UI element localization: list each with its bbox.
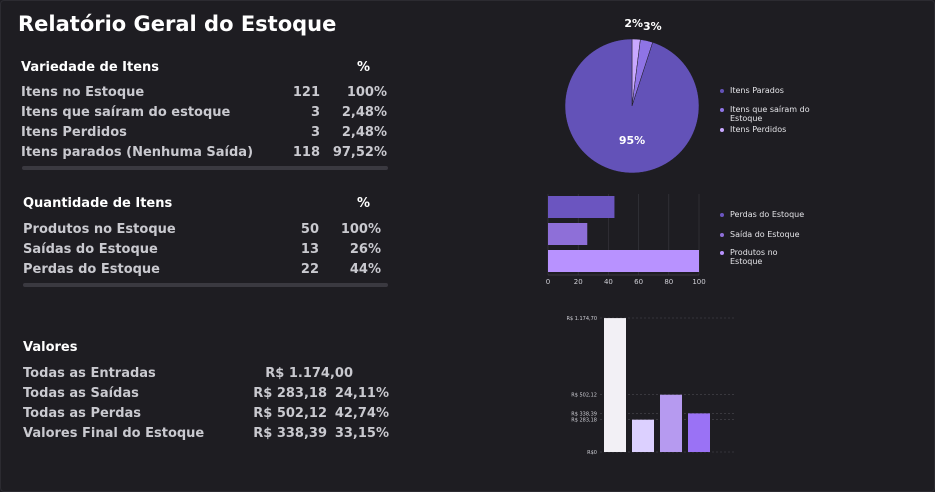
row-label: Produtos no Estoque (23, 222, 176, 237)
row-label: Valores Final do Estoque (23, 426, 205, 441)
row-value: R$ 502,12 (253, 406, 327, 421)
row-pct: 2,48% (341, 125, 387, 140)
row-pct: 24,11% (334, 386, 389, 401)
legend-dot (720, 213, 724, 217)
row-label: Itens Perdidos (21, 125, 127, 140)
section-divider (22, 166, 388, 170)
row-pct: 44% (349, 262, 381, 277)
row-label: Saídas do Estoque (23, 242, 158, 257)
x-tick-label: 40 (604, 278, 613, 286)
valores-header: Valores (23, 340, 78, 355)
row-qty: 3 (310, 125, 320, 140)
section-divider (23, 283, 388, 287)
quantidade-section: Quantidade de Itens % Produtos no Estoqu… (23, 196, 403, 286)
y-tick-label: R$ 283,18 (571, 418, 597, 424)
x-tick-label: 20 (574, 278, 583, 286)
x-tick-label: 80 (664, 278, 673, 286)
variedade-section: Variedade de Itens % Itens no Estoque 12… (21, 60, 401, 180)
column-bar (660, 394, 682, 452)
legend-item: Perdas do Estoque (730, 210, 805, 219)
legend-item: Itens Perdidos (730, 125, 787, 134)
valores-section: Valores Todas as Entradas R$ 1.174,00 To… (23, 340, 403, 450)
row-pct: 2,48% (341, 105, 387, 120)
legend-dot (720, 251, 724, 255)
hbar-legend: Perdas do Estoque Saída do Estoque Produto… (720, 210, 830, 270)
legend-dot (720, 233, 724, 237)
row-label: Todas as Entradas (23, 366, 156, 381)
row-value: R$ 338,39 (253, 426, 327, 441)
column-bar (688, 413, 710, 452)
legend-item: Saída do Estoque (730, 230, 800, 239)
legend-dot (720, 89, 724, 93)
pie-data-label: 3% (643, 20, 662, 33)
x-tick-label: 60 (634, 278, 643, 286)
column-bar (632, 419, 654, 452)
y-tick-label: R$0 (587, 450, 597, 456)
legend-dot (720, 108, 724, 112)
pie-data-label: 2% (624, 17, 643, 30)
y-tick-label: R$ 338,39 (571, 411, 597, 417)
pie-data-label: 95% (619, 134, 645, 147)
quantidade-pct-header: % (357, 196, 371, 211)
x-tick-label: 0 (546, 278, 550, 286)
hbar-chart: 0 20 40 60 80 100 (546, 194, 706, 286)
row-label: Todas as Saídas (23, 386, 139, 401)
row-label: Itens parados (Nenhuma Saída) (21, 145, 254, 160)
row-value: R$ 1.174,00 (265, 366, 353, 381)
row-label: Perdas do Estoque (23, 262, 161, 277)
column-bar (604, 318, 626, 452)
column-chart: R$ 1.174,70 R$ 502,12 R$ 338,39R$ 283,18 R$… (566, 316, 736, 456)
pie-slice (564, 38, 700, 174)
row-value: R$ 283,18 (253, 386, 327, 401)
legend-item: Produtos no Estoque (730, 248, 778, 266)
row-qty: 13 (300, 242, 319, 257)
pie-chart: 95% 3%2% (564, 17, 700, 174)
bar (548, 223, 588, 245)
quantidade-header: Quantidade de Itens (23, 196, 173, 211)
row-pct: 100% (340, 222, 381, 237)
y-tick-label: R$ 1.174,70 (566, 316, 597, 322)
row-pct: 97,52% (332, 145, 387, 160)
variedade-pct-header: % (357, 60, 371, 75)
legend-item: Itens que saíram do Estoque (730, 105, 810, 123)
row-label: Itens que saíram do estoque (21, 105, 231, 120)
row-pct: 100% (346, 85, 387, 100)
row-label: Itens no Estoque (21, 85, 145, 100)
bar (548, 196, 615, 218)
row-pct: 26% (349, 242, 381, 257)
page-title: Relatório Geral do Estoque (18, 12, 337, 36)
legend-item: Itens Parados (730, 86, 784, 95)
row-qty: 50 (300, 222, 319, 237)
row-qty: 22 (300, 262, 319, 277)
row-pct: 42,74% (334, 406, 389, 421)
pie-legend: Itens Parados Itens que saíram do Estoque… (720, 85, 830, 145)
row-pct: 33,15% (334, 426, 389, 441)
legend-dot (720, 128, 724, 132)
row-qty: 118 (292, 145, 320, 160)
row-qty: 121 (292, 85, 320, 100)
row-qty: 3 (310, 105, 320, 120)
y-tick-label: R$ 502,12 (571, 393, 597, 399)
bar (548, 250, 699, 272)
variedade-header: Variedade de Itens (21, 60, 160, 75)
row-label: Todas as Perdas (23, 406, 142, 421)
x-tick-label: 100 (692, 278, 705, 286)
